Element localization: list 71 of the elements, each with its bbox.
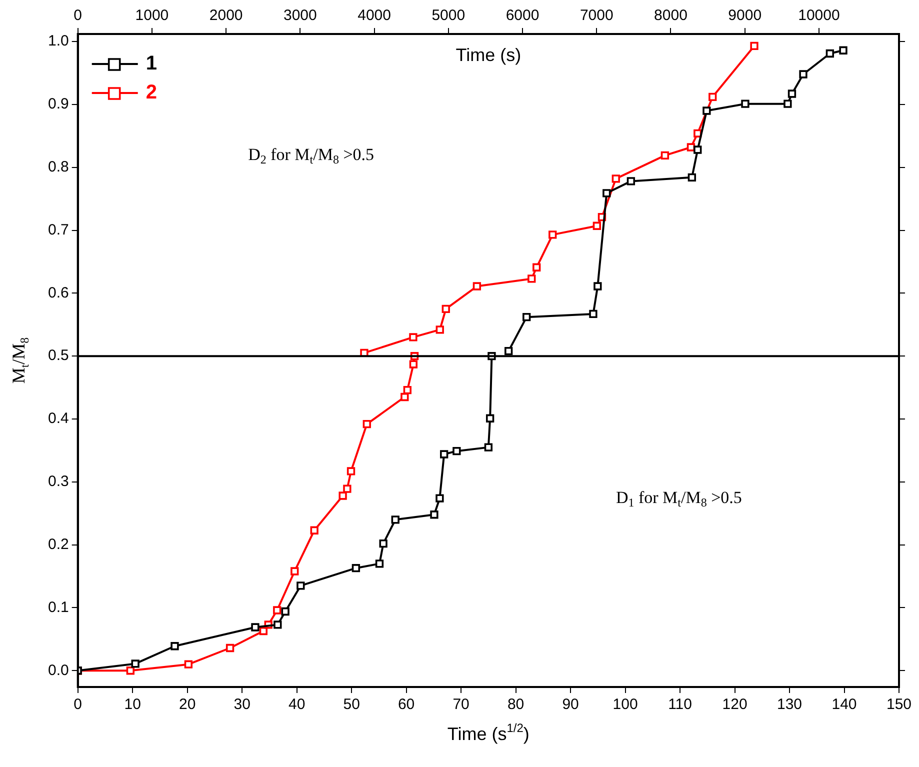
x-tick-label: 0 bbox=[74, 696, 82, 714]
x2-tick-label: 7000 bbox=[580, 7, 614, 24]
legend-label: 2 bbox=[146, 82, 157, 104]
x2-tick-label: 8000 bbox=[654, 7, 688, 24]
point bbox=[400, 392, 409, 402]
x-tick-label: 60 bbox=[398, 696, 415, 714]
point bbox=[375, 560, 384, 568]
point bbox=[170, 642, 179, 650]
x-tick-label: 40 bbox=[288, 696, 306, 714]
point bbox=[296, 582, 305, 590]
x-tick-label: 50 bbox=[343, 696, 360, 714]
point bbox=[440, 450, 448, 458]
x2-tick-label: 9000 bbox=[728, 7, 762, 24]
point bbox=[273, 606, 282, 614]
x2-tick-label: 6000 bbox=[506, 7, 540, 24]
point bbox=[403, 386, 412, 394]
x2-tick-label: 5000 bbox=[432, 7, 466, 24]
x2-axis-title: Time (s) bbox=[456, 44, 522, 65]
point bbox=[430, 510, 438, 519]
point bbox=[290, 567, 299, 576]
x-tick-label: 150 bbox=[886, 696, 912, 714]
point bbox=[486, 414, 494, 422]
y-tick-label: 0.3 bbox=[48, 473, 69, 490]
y-tick-label: 1.0 bbox=[48, 32, 69, 50]
y-tick-label: 0.2 bbox=[48, 536, 69, 553]
legend-label: 1 bbox=[146, 52, 157, 75]
point bbox=[281, 607, 290, 616]
x2-tick-label: 3000 bbox=[283, 7, 317, 24]
y-tick-label: 0.1 bbox=[48, 598, 69, 616]
y-tick-label: 0.5 bbox=[48, 347, 69, 364]
x2-tick-label: 1000 bbox=[135, 7, 169, 24]
x-tick-label: 110 bbox=[668, 696, 692, 714]
point bbox=[379, 539, 388, 548]
point bbox=[391, 516, 400, 524]
x-tick-label: 20 bbox=[178, 696, 196, 714]
x-tick-label: 120 bbox=[722, 696, 748, 714]
x-tick-label: 80 bbox=[507, 696, 524, 714]
point bbox=[452, 447, 461, 456]
point bbox=[310, 526, 318, 534]
x-tick-label: 10 bbox=[124, 696, 141, 714]
point bbox=[131, 660, 140, 668]
point bbox=[343, 484, 352, 493]
y-tick-label: 0.4 bbox=[48, 410, 69, 428]
y-tick-label: 0.8 bbox=[48, 158, 69, 176]
point bbox=[362, 420, 371, 428]
point bbox=[184, 660, 193, 668]
x-tick-label: 140 bbox=[832, 696, 857, 714]
x-tick-label: 100 bbox=[612, 696, 638, 714]
y-tick-label: 0.7 bbox=[48, 221, 69, 238]
point bbox=[409, 360, 418, 368]
y-tick-label: 0.9 bbox=[48, 96, 69, 113]
point bbox=[484, 443, 493, 452]
point bbox=[346, 467, 356, 476]
x2-tick-label: 0 bbox=[74, 7, 82, 24]
point bbox=[126, 666, 134, 675]
point bbox=[251, 623, 260, 632]
x-tick-label: 70 bbox=[452, 696, 470, 714]
point bbox=[338, 492, 347, 500]
x2-tick-label: 4000 bbox=[358, 7, 391, 24]
x2-tick-label: 2000 bbox=[209, 7, 243, 24]
y-axis-title: Mt/M8 bbox=[8, 337, 32, 384]
point bbox=[436, 494, 444, 502]
y-tick-label: 0.6 bbox=[48, 284, 69, 302]
point bbox=[274, 620, 282, 629]
point bbox=[352, 564, 360, 572]
x-tick-label: 30 bbox=[234, 696, 250, 714]
x2-tick-label: 10000 bbox=[798, 7, 840, 24]
point bbox=[226, 644, 234, 652]
y-tick-label: 0.0 bbox=[48, 662, 69, 679]
x-tick-label: 130 bbox=[777, 696, 802, 714]
x-tick-label: 90 bbox=[562, 696, 579, 714]
